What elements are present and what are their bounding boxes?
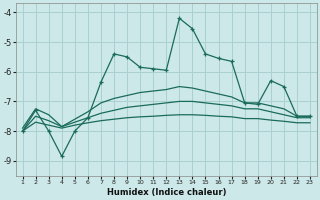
X-axis label: Humidex (Indice chaleur): Humidex (Indice chaleur) — [107, 188, 226, 197]
